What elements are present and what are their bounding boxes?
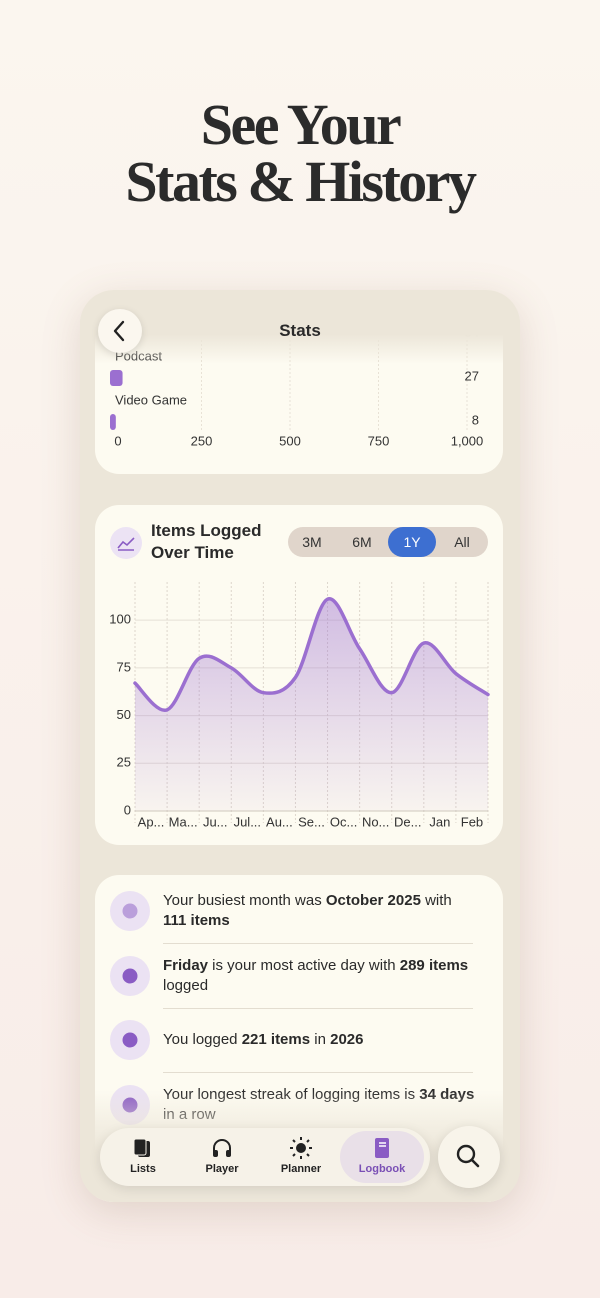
chart-icon bbox=[110, 527, 142, 559]
line-card: Items Logged Over Time 3M 6M 1Y All 0 25 50 75… bbox=[95, 505, 503, 845]
value-label: 27 bbox=[465, 368, 479, 383]
tab-bar: Lists Player Planner Logbook bbox=[100, 1128, 430, 1186]
range-control: 3M 6M 1Y All bbox=[288, 527, 488, 557]
tab[interactable]: Logbook bbox=[340, 1131, 424, 1183]
y-tick-label: 75 bbox=[117, 659, 131, 674]
range-option[interactable]: 1Y bbox=[388, 527, 436, 557]
x-tick-label: Feb bbox=[461, 814, 483, 829]
range-option[interactable]: 6M bbox=[352, 534, 372, 550]
headline: See Your bbox=[200, 92, 402, 157]
bar bbox=[110, 370, 123, 386]
text-run: 111 items bbox=[163, 912, 230, 929]
separator bbox=[163, 1072, 473, 1073]
tab[interactable]: Player bbox=[186, 1131, 258, 1183]
back-icon bbox=[113, 320, 125, 342]
text-run: is your most active day with bbox=[208, 957, 400, 974]
text-run: 289 items bbox=[399, 957, 469, 974]
y-tick-label: 100 bbox=[109, 612, 131, 627]
x-tick-label: 250 bbox=[191, 433, 213, 448]
screen-title: Stats bbox=[279, 321, 321, 340]
separator bbox=[163, 1008, 473, 1009]
header bbox=[80, 290, 520, 364]
headline: Stats & History bbox=[125, 149, 477, 214]
separator bbox=[163, 943, 473, 944]
x-tick-label: 1,000 bbox=[451, 433, 484, 448]
x-tick-label: 750 bbox=[368, 433, 390, 448]
x-tick-label: Au... bbox=[266, 814, 293, 829]
x-tick-label: Jan bbox=[429, 814, 450, 829]
x-tick-label: Ma... bbox=[169, 814, 198, 829]
range-option[interactable]: All bbox=[454, 534, 470, 550]
chart-title: Items Logged Over Time bbox=[151, 521, 262, 562]
tab-label: Player bbox=[205, 1163, 239, 1175]
tab-label: Planner bbox=[280, 1163, 322, 1175]
line-chart: 0 25 50 75 100 Ap... Ma... Ju... Jul... Au... Se..… bbox=[109, 582, 490, 829]
y-tick-label: 25 bbox=[117, 755, 131, 770]
back-button[interactable] bbox=[98, 309, 142, 353]
tab-label: Lists bbox=[130, 1163, 156, 1175]
insight-icon bbox=[110, 1020, 150, 1060]
y-tick-label: 50 bbox=[117, 707, 131, 722]
text-run: You logged bbox=[163, 1031, 242, 1048]
range-option[interactable]: 3M bbox=[302, 534, 322, 550]
search-button[interactable] bbox=[438, 1126, 500, 1188]
insight-icon bbox=[110, 891, 150, 931]
x-tick-label: De... bbox=[394, 814, 421, 829]
text-run: October 2025 bbox=[325, 892, 421, 909]
text-run: logged bbox=[163, 977, 209, 994]
insight-text: Your busiest month was October 2025 with… bbox=[163, 891, 478, 931]
line bbox=[133, 597, 490, 712]
tab-label: Logbook bbox=[358, 1163, 406, 1175]
insight-icon bbox=[110, 956, 150, 996]
x-tick-label: Jul... bbox=[234, 814, 261, 829]
text-run: Friday bbox=[163, 957, 209, 974]
value-label: 8 bbox=[472, 412, 479, 427]
tab[interactable]: Lists bbox=[107, 1131, 179, 1183]
bar bbox=[110, 414, 116, 430]
text-run: in bbox=[310, 1031, 331, 1048]
x-tick-label: Se... bbox=[298, 814, 325, 829]
text-run: with bbox=[420, 892, 452, 909]
insight-text: Friday is your most active day with 289 … bbox=[163, 956, 478, 996]
text-run: 2026 bbox=[330, 1031, 364, 1048]
text-run: Your busiest month was bbox=[163, 892, 326, 909]
text-run: 221 items bbox=[241, 1031, 311, 1048]
x-tick-label: 500 bbox=[279, 433, 301, 448]
x-tick-label: Ju... bbox=[203, 814, 228, 829]
x-tick-label: Oc... bbox=[330, 814, 357, 829]
x-tick-label: 0 bbox=[114, 433, 121, 448]
area bbox=[135, 598, 488, 811]
x-tick-label: No... bbox=[362, 814, 389, 829]
y-tick-label: 0 bbox=[124, 802, 131, 817]
x-tick-label: Ap... bbox=[138, 814, 165, 829]
category-label: Video Game bbox=[115, 392, 187, 407]
tab[interactable]: Planner bbox=[265, 1131, 337, 1183]
insight-text: You logged 221 items in 2026 bbox=[163, 1030, 478, 1050]
